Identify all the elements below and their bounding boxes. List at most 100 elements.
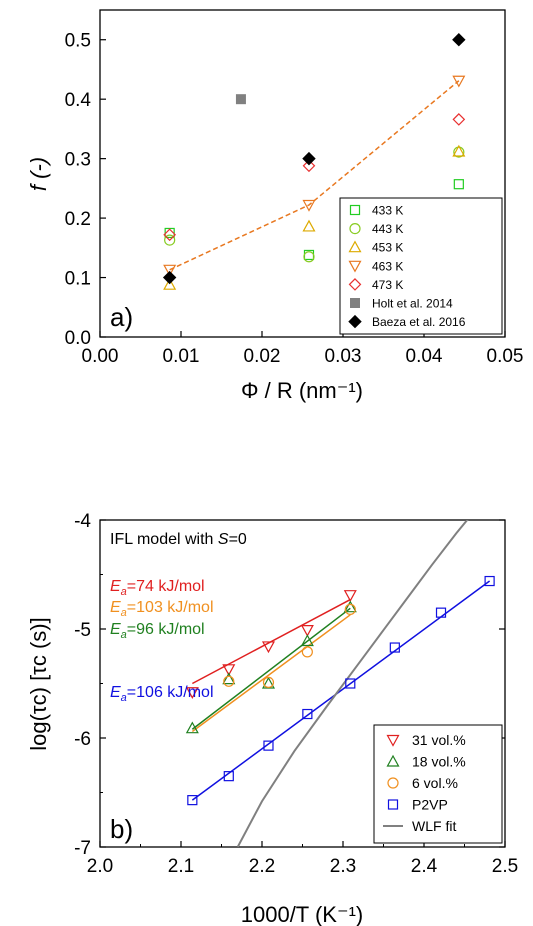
fit-line-a [169, 80, 460, 271]
data-point-b [262, 676, 275, 689]
data-point-b [261, 641, 275, 654]
legend-marker-a [349, 204, 361, 216]
legend-label-a: Holt et al. 2014 [372, 297, 453, 311]
data-point-b [223, 771, 234, 782]
x-axis-label-b: 1000/T (K⁻¹) [241, 902, 363, 926]
legend-label-b: 6 vol.% [412, 775, 458, 791]
data-point-a [303, 251, 315, 263]
legend-marker-a [350, 298, 360, 308]
y-tick-label-b: -6 [74, 729, 91, 750]
data-point-b [222, 672, 236, 685]
wlf-fit-curve [236, 520, 469, 847]
y-tick-label-a: 0.2 [65, 209, 91, 230]
data-point-b [300, 634, 314, 647]
data-point-b [187, 795, 198, 806]
legend-box-b [373, 724, 503, 844]
legend-label-b: P2VP [412, 797, 448, 813]
data-point-b [185, 687, 199, 699]
legend-marker-a [348, 260, 362, 273]
legend-marker-b [387, 777, 399, 789]
data-point-b [345, 678, 356, 689]
legend-label-b: WLF fit [412, 818, 456, 834]
legend-label-a: 473 K [372, 278, 403, 292]
x-tick-label-a: 0.01 [163, 346, 200, 367]
activation-energy-label: Ea=103 kJ/mol [110, 599, 214, 619]
data-point-a [164, 234, 176, 246]
panel-label-b: b) [110, 814, 133, 844]
panel-b: 2.0 2.1 2.2 2.3 2.4 2.5 -7 -6 -5 -4 IFL model wit… [26, 511, 518, 926]
legend-label-b: 31 vol.% [412, 732, 466, 748]
data-point-b [223, 675, 235, 687]
legend-label-a: 443 K [372, 222, 403, 236]
legend-label-a: Baeza et al. 2016 [372, 315, 466, 329]
activation-energy-label: Ea=106 kJ/mol [110, 684, 214, 704]
data-point-a [452, 75, 466, 88]
data-point-b [300, 624, 314, 637]
data-point-a [453, 179, 464, 190]
x-tick-label-a: 0.04 [406, 346, 443, 367]
y-tick-label-a: 0.1 [65, 269, 91, 290]
legend-marker-a [349, 223, 361, 235]
x-tick-label-b: 2.4 [411, 856, 438, 877]
activation-energy-label: Ea=74 kJ/mol [110, 578, 205, 598]
data-point-b [344, 603, 356, 615]
data-point-b [222, 664, 236, 677]
legend-marker-b [386, 754, 400, 767]
legend-b: 31 vol.% 18 vol.% 6 vol.% P2VP WLF fit [373, 724, 503, 844]
x-tick-label-b: 2.0 [87, 856, 113, 877]
legend-box-a [339, 197, 503, 335]
data-point-a [452, 33, 466, 47]
x-tick-label-a: 0.02 [244, 346, 281, 367]
data-point-a [163, 277, 177, 290]
model-note: IFL model with S=0 [110, 531, 247, 548]
data-point-b [263, 740, 274, 751]
legend-marker-a [348, 278, 362, 291]
data-point-a [302, 199, 316, 212]
legend-label-b: 18 vol.% [412, 754, 466, 770]
fit-line-b [191, 607, 351, 730]
y-tick-label-a: 0.0 [65, 328, 91, 349]
plot-frame-a [99, 9, 506, 338]
legend-marker-a [348, 240, 362, 253]
data-point-a [163, 264, 177, 277]
data-point-a [302, 159, 316, 173]
x-axis-label-a: Φ / R (nm⁻¹) [241, 378, 363, 403]
legend-marker-b [386, 734, 400, 747]
data-point-b [343, 590, 357, 602]
legend-label-a: 433 K [372, 204, 403, 218]
data-point-a [162, 270, 177, 285]
x-tick-label-b: 2.2 [249, 856, 275, 877]
panel-a: 0.00 0.01 0.02 0.03 0.04 0.05 0.0 0.1 0.2 0.3 0.4 0… [26, 9, 524, 403]
y-axis-label-a: f (-) [26, 157, 51, 191]
y-tick-label-a: 0.4 [65, 90, 92, 111]
y-tick-label-b: -7 [74, 838, 91, 859]
legend-marker-a [348, 314, 362, 329]
y-tick-label-a: 0.5 [65, 31, 91, 52]
y-axis-label-b: log(τc) [τc (s)] [26, 617, 51, 751]
x-tick-label-b: 2.3 [330, 856, 356, 877]
x-tick-label-b: 2.1 [168, 856, 194, 877]
x-tick-label-b: 2.5 [492, 856, 518, 877]
data-point-b [389, 642, 400, 653]
x-tick-label-a: 0.03 [325, 346, 362, 367]
x-tick-label-a: 0.05 [487, 346, 524, 367]
activation-energy-label: Ea=96 kJ/mol [110, 621, 205, 641]
data-point-a [452, 144, 466, 157]
data-point-a [302, 219, 316, 232]
y-tick-label-a: 0.3 [65, 150, 91, 171]
legend-label-a: 463 K [372, 259, 403, 273]
data-point-b [484, 575, 495, 587]
data-point-a [235, 94, 246, 105]
panel-label-a: a) [110, 302, 133, 332]
legend-label-a: 453 K [372, 241, 403, 255]
y-tick-label-b: -5 [74, 620, 91, 641]
data-point-a [302, 151, 316, 166]
y-tick-label-b: -4 [74, 511, 91, 532]
legend-marker-b [387, 799, 399, 810]
data-point-b [185, 721, 199, 734]
fit-line-b [191, 614, 351, 733]
data-point-b [343, 600, 357, 613]
data-point-a [452, 113, 466, 126]
data-point-b [302, 708, 313, 720]
